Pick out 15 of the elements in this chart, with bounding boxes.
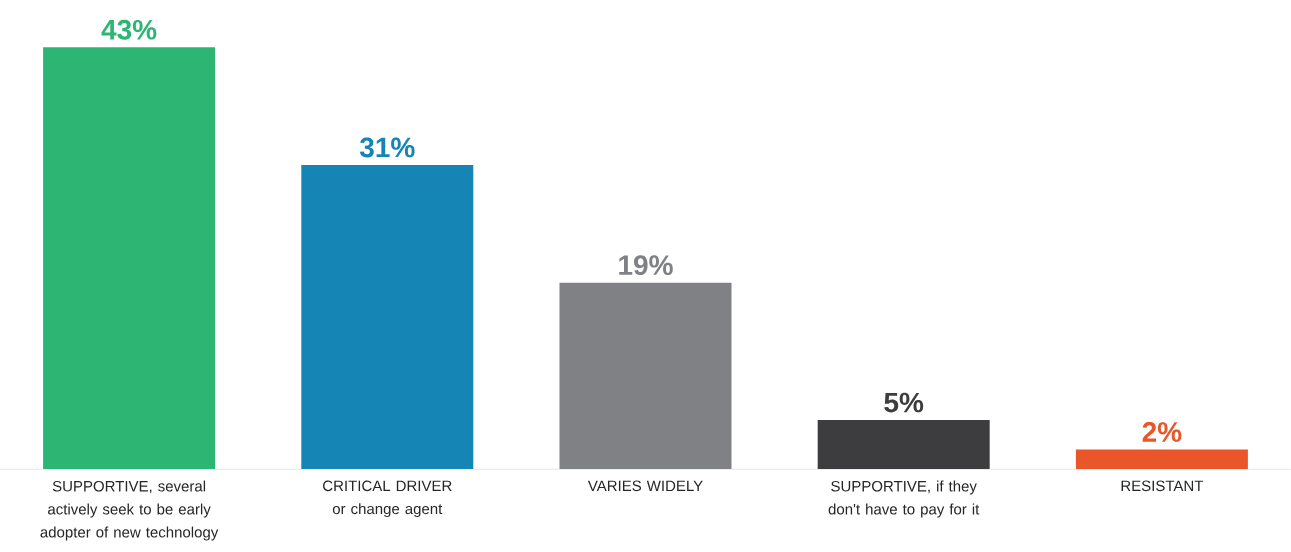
x-tick-label: RESISTANT	[1121, 480, 1204, 492]
x-tick-label: CRITICAL DRIVER or change agent	[323, 480, 452, 518]
data-label: 19%	[619, 255, 673, 276]
bar	[1075, 449, 1248, 469]
bar	[559, 282, 732, 469]
data-label: 31%	[359, 137, 415, 158]
data-label: 43%	[101, 19, 157, 40]
bar	[43, 47, 216, 469]
data-label: 5%	[884, 392, 924, 413]
bar	[301, 164, 474, 469]
bar	[817, 419, 990, 469]
x-tick-label: SUPPORTIVE, several actively seek to be early adopter of new technology	[40, 480, 219, 541]
data-label: 2%	[1142, 422, 1182, 442]
x-tick-label: SUPPORTIVE, if they don't have to pay for it	[828, 480, 980, 518]
x-tick-label: VARIES WIDELY	[587, 480, 703, 492]
